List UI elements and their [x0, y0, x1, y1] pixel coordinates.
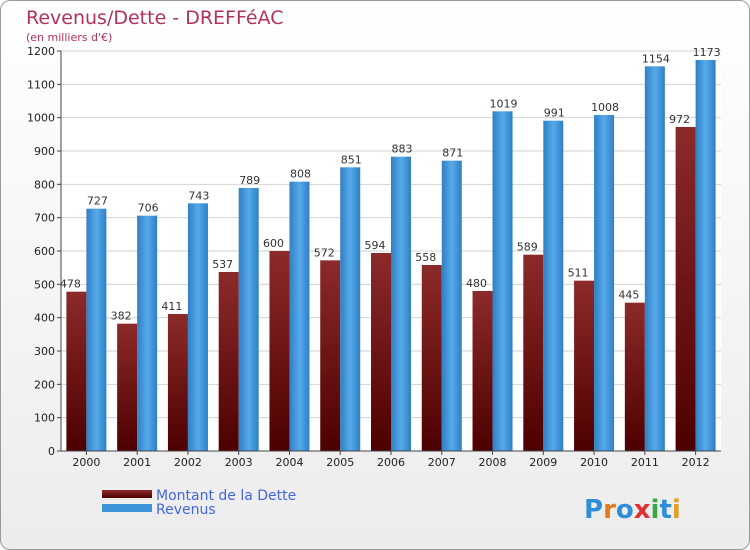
x-tick-label: 2003: [225, 456, 253, 469]
x-tick-label: 2012: [682, 456, 710, 469]
logo-letter: P: [584, 495, 603, 525]
y-tick-label: 1200: [27, 45, 55, 58]
data-label-dette: 972: [669, 113, 690, 126]
logo-letter: i: [672, 495, 681, 525]
bar-dette: [523, 254, 544, 451]
y-tick-label: 500: [34, 278, 55, 291]
data-label-revenus: 743: [188, 189, 209, 202]
legend-label-revenus: Revenus: [156, 502, 216, 518]
bar-dette: [218, 272, 239, 451]
bar-revenus: [187, 203, 208, 451]
x-axis: 2000 2001 2002 2003 2004 2005 2006 2007 2008 2009…: [61, 450, 721, 469]
data-label-dette: 511: [568, 267, 589, 280]
data-label-revenus: 1173: [693, 46, 721, 59]
y-axis: 0 100 200 300 400 500 600 700 800 900 1000 1100 1200: [27, 45, 62, 458]
data-label-revenus: 727: [87, 195, 108, 208]
y-tick-label: 0: [48, 445, 55, 458]
data-label-dette: 572: [314, 246, 335, 259]
x-tick-label: 2000: [72, 456, 100, 469]
y-tick-label: 300: [34, 345, 55, 358]
bars: 478 727 382 706 411 743 537 789 600 808 572 851 594 8…: [60, 46, 721, 452]
bar-revenus: [594, 115, 615, 451]
y-tick-label: 400: [34, 312, 55, 325]
data-label-revenus: 991: [544, 107, 565, 120]
x-tick-label: 2004: [275, 456, 303, 469]
x-tick-label: 2006: [377, 456, 405, 469]
bar-dette: [624, 302, 645, 451]
y-tick-label: 1000: [27, 112, 55, 125]
bar-dette: [269, 251, 290, 451]
bar-revenus: [86, 208, 107, 451]
data-label-revenus: 1019: [490, 97, 518, 110]
bar-revenus: [391, 156, 411, 451]
data-label-dette: 589: [517, 241, 538, 254]
data-label-dette: 445: [618, 289, 639, 302]
y-tick-label: 700: [34, 212, 55, 225]
data-label-dette: 558: [415, 251, 436, 264]
data-label-revenus: 706: [138, 202, 159, 215]
data-label-dette: 382: [111, 310, 132, 323]
bar-revenus: [340, 167, 361, 452]
bar-dette: [472, 291, 493, 451]
bar-dette: [117, 323, 138, 451]
y-tick-label: 1100: [27, 78, 55, 91]
x-tick-label: 2009: [529, 456, 557, 469]
data-label-dette: 537: [212, 258, 233, 271]
data-label-revenus: 1008: [591, 101, 619, 114]
proxiti-logo: Proxiti: [584, 495, 681, 525]
x-tick-label: 2007: [428, 456, 456, 469]
bar-dette: [320, 260, 341, 451]
x-tick-label: 2008: [479, 456, 507, 469]
bar-revenus: [695, 60, 716, 451]
logo-letter: t: [659, 495, 671, 525]
bar-revenus: [492, 111, 513, 451]
data-label-dette: 594: [365, 239, 386, 252]
bar-revenus: [644, 66, 665, 451]
y-tick-label: 100: [34, 412, 55, 425]
legend-label-debt: Montant de la Dette: [156, 488, 296, 504]
x-tick-label: 2005: [326, 456, 354, 469]
logo-letter: r: [603, 495, 616, 525]
data-label-revenus: 871: [442, 147, 463, 160]
chart-subtitle: (en milliers d'€): [26, 31, 112, 44]
bar-dette: [421, 265, 442, 451]
bar-dette: [371, 253, 391, 451]
logo-letter: x: [634, 495, 651, 525]
y-tick-label: 800: [34, 178, 55, 191]
legend-swatch-revenus: [102, 504, 152, 512]
data-label-dette: 600: [263, 237, 284, 250]
bar-dette: [574, 280, 595, 451]
data-label-dette: 478: [60, 278, 81, 291]
bar-revenus: [289, 181, 310, 451]
y-tick-label: 900: [34, 145, 55, 158]
data-label-revenus: 808: [290, 168, 311, 181]
x-tick-label: 2001: [123, 456, 151, 469]
logo-letter: o: [616, 495, 634, 525]
data-label-revenus: 789: [239, 174, 260, 187]
bar-revenus: [543, 120, 564, 452]
x-tick-label: 2002: [174, 456, 202, 469]
proxiti-logo-text: Proxiti: [584, 495, 681, 525]
logo-letter: i: [651, 495, 660, 525]
y-tick-label: 200: [34, 378, 55, 391]
data-label-revenus: 851: [341, 153, 362, 166]
x-tick-label: 2010: [580, 456, 608, 469]
data-label-dette: 411: [161, 300, 182, 313]
data-label-revenus: 883: [392, 143, 413, 156]
bar-revenus: [137, 215, 158, 451]
x-tick-label: 2011: [631, 456, 659, 469]
bar-dette: [675, 127, 696, 451]
bar-revenus: [441, 160, 462, 451]
y-tick-label: 600: [34, 245, 55, 258]
data-label-dette: 480: [466, 277, 487, 290]
bar-dette: [66, 291, 87, 451]
legend-swatch-debt: [102, 490, 152, 498]
chart-title: Revenus/Dette - DREFFéAC: [26, 7, 283, 29]
legend: Montant de la Dette Revenus: [102, 488, 296, 518]
bar-revenus: [238, 188, 259, 451]
data-label-revenus: 1154: [642, 52, 670, 65]
bar-dette: [167, 314, 188, 451]
